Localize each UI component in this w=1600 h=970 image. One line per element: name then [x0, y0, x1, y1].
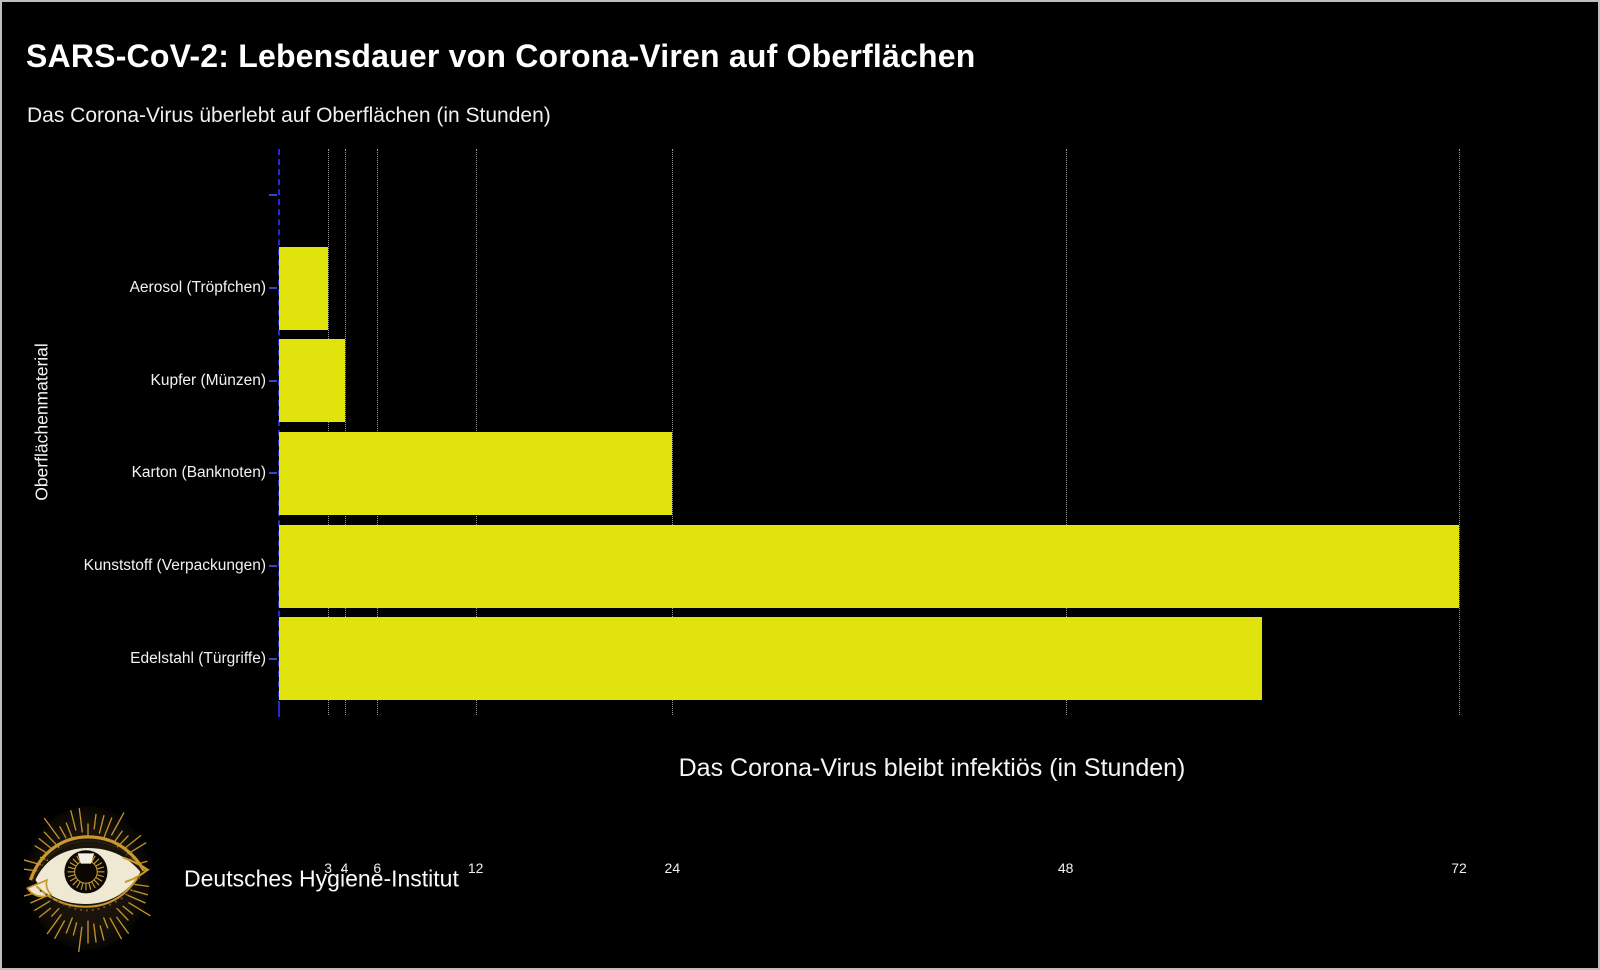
bar-kunststoff-verpackungen-	[279, 524, 1459, 608]
ytick-2	[269, 379, 277, 382]
upper-lid-shadow	[31, 840, 143, 883]
gridline-48	[1065, 149, 1067, 715]
ytick-0	[269, 194, 277, 197]
lower-lid	[35, 877, 139, 908]
xtick-label-6: 6	[373, 860, 382, 876]
pupil-highlight	[77, 853, 95, 864]
xtick-label-3: 3	[324, 860, 333, 876]
eye-logo	[24, 806, 151, 952]
bar-karton-banknoten-	[279, 431, 673, 515]
page-title: SARS-CoV-2: Lebensdauer von Corona-Viren…	[26, 38, 976, 74]
gridline-72	[1459, 149, 1460, 715]
org-name: Deutsches Hygiene-Institut	[184, 865, 459, 892]
category-label-2: Kupfer (Münzen)	[150, 371, 266, 389]
upper-lid	[28, 835, 145, 881]
ytick-5	[269, 657, 277, 660]
ytick-1	[269, 287, 277, 289]
category-label-1: Aerosol (Tröpfchen)	[129, 279, 266, 296]
eye-corner	[122, 856, 150, 884]
bar-aerosol-tröpfchen-	[279, 246, 329, 330]
category-label-3: Karton (Banknoten)	[131, 464, 266, 482]
xtick-label-4: 4	[340, 860, 349, 876]
bar-kupfer-münzen-	[279, 339, 345, 423]
ytick-3	[269, 472, 277, 475]
xtick-label-72: 72	[1451, 860, 1467, 876]
gridline-24	[672, 149, 674, 715]
lower-lashes	[39, 889, 135, 912]
chart-subtitle: Das Corona-Virus überlebt auf Oberfläche…	[27, 104, 551, 127]
category-label-5: Edelstahl (Türgriffe)	[130, 649, 266, 667]
plot-area: 3 4 6 12 24 48 72	[269, 149, 1467, 876]
category-label-4: Kunststoff (Verpackungen)	[83, 557, 266, 574]
xtick-label-24: 24	[664, 860, 681, 876]
pupil	[74, 860, 98, 884]
ytick-4	[269, 565, 277, 567]
xtick-label-48: 48	[1057, 860, 1074, 876]
zero-tick	[278, 705, 280, 717]
x-axis-label: Das Corona-Virus bleibt infektiös (in St…	[678, 754, 1186, 782]
xtick-label-12: 12	[467, 860, 484, 876]
bar-edelstahl-türgriffe-	[279, 617, 1263, 701]
